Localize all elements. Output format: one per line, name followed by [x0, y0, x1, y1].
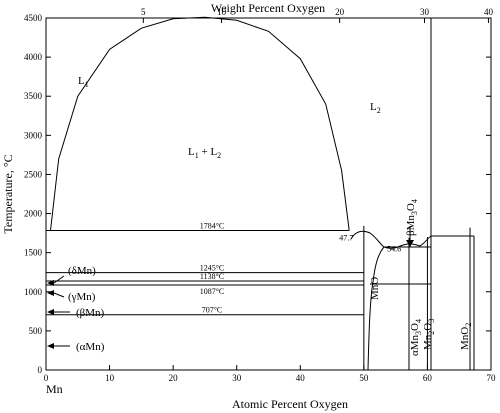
top-tick-label: 40	[484, 7, 494, 17]
x-tick-label: 70	[487, 373, 497, 383]
top-axis-title: Weight Percent Oxygen	[211, 1, 325, 15]
isotherm-lines	[46, 229, 364, 316]
phase-mn2o3: Mn2O3	[422, 319, 436, 350]
y-tick-label: 2500	[24, 169, 43, 179]
top-tick-label: 5	[141, 7, 146, 17]
isotherm-label: 1087°C	[200, 287, 225, 296]
y-tick-label: 3000	[24, 130, 43, 140]
phase-beta-mn: (βMn)	[76, 307, 105, 319]
y-tick-label: 3500	[24, 91, 43, 101]
alpha-mn-arrow-head	[47, 343, 54, 349]
point-labels: 47.7 54.6	[339, 233, 401, 253]
phase-l2: L2	[370, 101, 381, 115]
compound-lines	[363, 225, 471, 370]
bottom-axis-title: Atomic Percent Oxygen	[232, 397, 348, 411]
phase-alpha-mn: (αMn)	[76, 341, 105, 353]
phase-mno2: MnO2	[459, 323, 473, 350]
isotherm-label: 707°C	[202, 306, 223, 315]
y-axis-title: Temperature, °C	[1, 154, 15, 233]
y-axis-ticks: 0 500 1000 1500 2000 2500 3000 3500 4000 4500	[24, 13, 491, 375]
phase-beta-mn3o4: βMn3O4	[405, 199, 419, 236]
x-tick-label: 0	[44, 373, 49, 383]
y-tick-label: 2000	[24, 209, 43, 219]
mno-liquidus-curve	[350, 230, 385, 248]
beta-mn-arrow-head	[47, 309, 54, 315]
phase-gamma-mn: (γMn)	[68, 291, 96, 303]
gamma-mn-arrow-head	[47, 290, 54, 296]
y-tick-label: 0	[38, 365, 43, 375]
x-tick-label: 40	[296, 373, 306, 383]
isotherm-label: 1138°C	[200, 272, 224, 281]
point-label: 47.7	[339, 233, 353, 242]
mno-solvus-curve	[367, 246, 385, 371]
phase-l1: L1	[78, 75, 89, 89]
beta-mn3o4-arrow-head	[406, 240, 414, 247]
x-tick-label: 10	[105, 373, 115, 383]
x-tick-label: 30	[232, 373, 242, 383]
x-tick-label: 20	[169, 373, 179, 383]
phase-mno: MnO	[369, 277, 381, 300]
phase-alpha-mn3o4: αMn3O4	[409, 319, 423, 356]
isotherm-label: 1245°C	[200, 264, 225, 273]
delta-mn-arrow-head	[47, 280, 54, 286]
y-tick-label: 1500	[24, 248, 43, 258]
y-tick-label: 4500	[24, 13, 43, 23]
y-tick-label: 500	[29, 326, 43, 336]
y-tick-label: 4000	[24, 52, 43, 62]
delta-mn-arrow-line	[53, 275, 65, 284]
top-tick-label: 10	[217, 7, 227, 17]
element-label-mn: Mn	[46, 382, 63, 396]
x-tick-label: 60	[423, 373, 433, 383]
y-tick-label: 1000	[24, 287, 43, 297]
x-axis-ticks: 0 10 20 30 40 50 60 70	[44, 365, 496, 383]
miscibility-gap-curve	[50, 16, 350, 231]
top-axis-ticks: 5 10 20 30 40	[141, 7, 493, 23]
point-label: 54.6	[387, 245, 401, 254]
x-tick-label: 50	[359, 373, 369, 383]
isotherm-label: 1784°C	[200, 221, 225, 230]
top-tick-label: 20	[335, 7, 345, 17]
phase-delta-mn: (δMn)	[68, 265, 96, 277]
top-tick-label: 30	[420, 7, 430, 17]
gamma-mn-arrow-line	[53, 292, 65, 298]
phase-l1-l2: L1 + L2	[188, 146, 221, 160]
mn3o4-liquidus-curve	[383, 235, 432, 249]
plot-frame	[45, 17, 492, 371]
